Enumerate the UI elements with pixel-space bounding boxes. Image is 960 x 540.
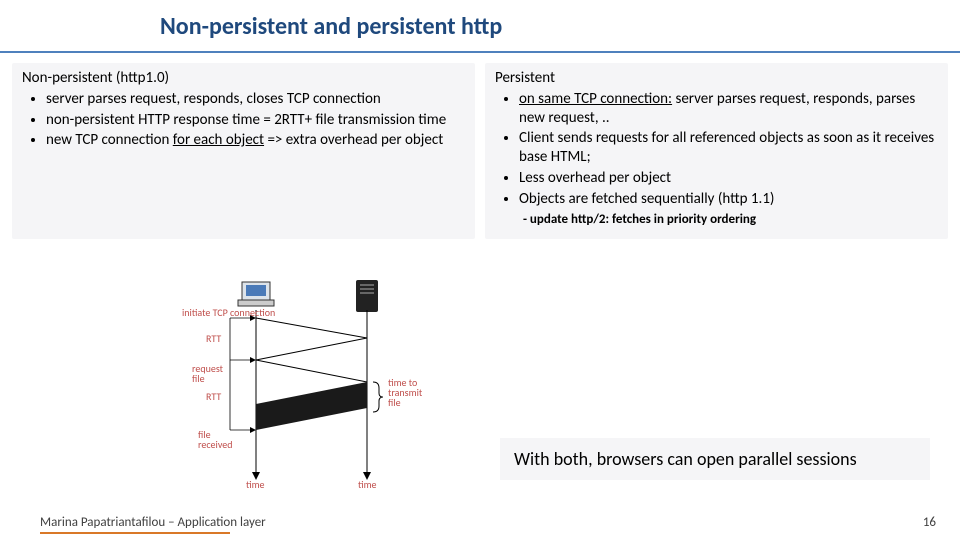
footer-accent-bar — [40, 532, 230, 534]
list-item: on same TCP connection: server parses re… — [519, 90, 938, 128]
content-columns: Non-persistent (http1.0) server parses r… — [0, 63, 960, 239]
synack-line — [256, 338, 367, 360]
label-transmit: time to transmit file — [388, 376, 424, 409]
right-note: - update http/2: fetches in priority ord… — [495, 212, 938, 228]
list-item: non-persistent HTTP response time = 2RTT… — [46, 111, 465, 130]
slide-title: Non-persistent and persistent http — [160, 12, 960, 41]
callout-box: With both, browsers can open parallel se… — [500, 438, 930, 481]
title-rule — [0, 51, 960, 53]
right-header: Persistent — [495, 69, 938, 88]
left-header: Non-persistent (http1.0) — [22, 69, 465, 88]
list-item: Less overhead per object — [519, 169, 938, 188]
list-item: Client sends requests for all referenced… — [519, 129, 938, 167]
label-time-right: time — [358, 478, 377, 490]
server-icon — [356, 280, 378, 312]
client-icon — [238, 282, 274, 306]
label-received: file received — [198, 428, 232, 451]
list-item: server parses request, responds, closes … — [46, 90, 465, 109]
list-item: Objects are fetched sequentially (http 1… — [519, 190, 938, 209]
request-line — [256, 360, 367, 382]
left-list: server parses request, responds, closes … — [22, 90, 465, 150]
brace-icon — [373, 382, 383, 412]
label-initiate: initiate TCP connection — [182, 306, 275, 319]
right-column: Persistent on same TCP connection: serve… — [485, 63, 948, 239]
label-rtt1: RTT — [206, 332, 221, 345]
label-request: request file — [192, 362, 225, 385]
page-number: 16 — [923, 515, 936, 530]
right-list: on same TCP connection: server parses re… — [495, 90, 938, 209]
file-transfer-block — [256, 382, 367, 430]
footer-text: Marina Papatriantafilou – Application la… — [40, 515, 266, 530]
left-column: Non-persistent (http1.0) server parses r… — [12, 63, 475, 239]
label-rtt2: RTT — [206, 390, 221, 403]
syn-line — [256, 318, 367, 338]
rtt-diagram: initiate TCP connection RTT request file… — [170, 280, 450, 490]
list-item: new TCP connection for each object => ex… — [46, 131, 465, 150]
label-time-left: time — [246, 478, 265, 490]
